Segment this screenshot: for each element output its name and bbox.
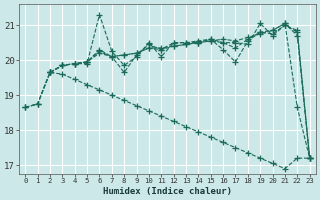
X-axis label: Humidex (Indice chaleur): Humidex (Indice chaleur) — [103, 187, 232, 196]
